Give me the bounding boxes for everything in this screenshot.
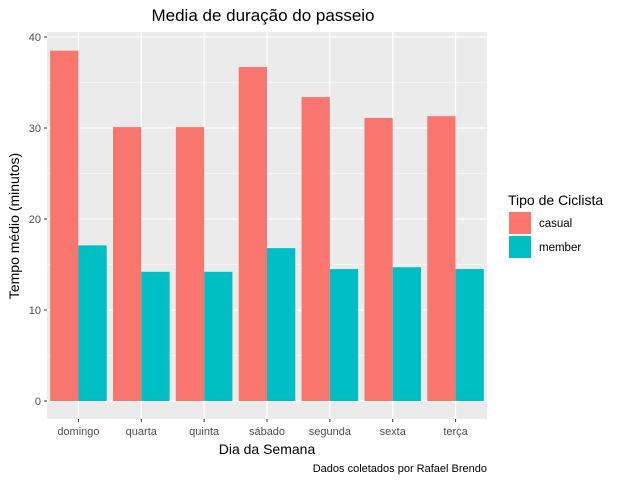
legend: Tipo de Ciclista casual member	[508, 192, 603, 258]
bars	[50, 50, 484, 402]
x-tick-label: quinta	[189, 426, 220, 438]
bar-casual-quarta	[113, 127, 142, 401]
bar-casual-domingo	[50, 50, 79, 402]
x-tick-label: segunda	[309, 426, 352, 438]
chart-title: Media de duração do passeio	[151, 6, 374, 25]
y-axis-title: Tempo médio (minutos)	[6, 153, 22, 299]
y-tick-label: 10	[29, 305, 41, 317]
x-tick-label: quarta	[126, 426, 158, 438]
legend-swatch-member	[509, 236, 531, 258]
bar-member-sábado	[267, 248, 296, 401]
x-tick-label: terça	[443, 426, 468, 438]
x-axis: domingo quarta quinta sábado segunda sexta ter…	[57, 419, 469, 438]
bar-casual-terça	[427, 116, 456, 402]
x-tick-label: sexta	[380, 426, 407, 438]
bar-casual-quinta	[175, 127, 205, 401]
legend-label-casual: casual	[539, 218, 572, 230]
bar-member-segunda	[329, 269, 359, 401]
bar-member-sexta	[392, 267, 421, 401]
y-tick-label: 0	[35, 396, 41, 408]
legend-title: Tipo de Ciclista	[508, 192, 603, 208]
bar-member-domingo	[78, 245, 107, 401]
bar-member-quarta	[141, 271, 170, 401]
x-tick-label: domingo	[57, 426, 99, 438]
chart-caption: Dados coletados por Rafael Brendo	[313, 463, 487, 475]
bar-casual-segunda	[301, 97, 330, 401]
y-tick-label: 20	[29, 214, 41, 226]
y-tick-label: 30	[29, 123, 41, 135]
x-axis-title: Dia da Semana	[219, 441, 316, 457]
x-tick-label: sábado	[249, 426, 285, 438]
bar-casual-sexta	[364, 117, 393, 402]
bar-casual-sábado	[238, 67, 267, 401]
legend-label-member: member	[539, 242, 581, 254]
bar-member-terça	[455, 269, 484, 401]
legend-swatch-casual	[509, 212, 531, 234]
y-axis: 0 10 20 30 40	[29, 32, 47, 408]
y-tick-label: 40	[29, 32, 41, 44]
bar-member-quinta	[204, 271, 233, 401]
